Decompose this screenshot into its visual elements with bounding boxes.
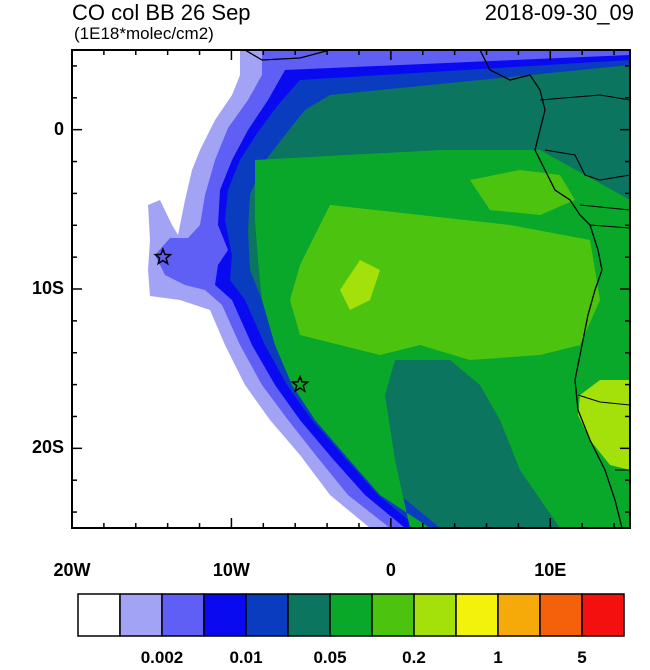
lat-tick-label: 20S [31,437,64,458]
lon-tick-label: 0 [385,560,396,580]
colorbar-swatch [497,593,541,637]
colorbar-swatch [539,593,583,637]
map-markers [153,246,310,393]
colorbar-swatch [161,593,205,637]
co-field [72,50,630,528]
co-band-005-inner [385,360,535,528]
colorbar-label: 0.002 [140,648,184,667]
map-timestamp: 2018-09-30_09 [484,0,634,25]
colorbar-label: 1 [493,648,503,667]
colorbar-label: 0.2 [402,648,426,667]
colorbar-swatch [245,593,289,637]
colorbar-swatch [329,593,373,637]
colorbar-swatch [77,593,121,637]
lon-tick-label: 20W [53,560,91,580]
map-title: CO col BB 26 Sep [72,0,251,25]
co-band-02-b [470,170,575,215]
co-band-02 [290,205,600,360]
colorbar-label: 0.05 [313,648,347,667]
lon-tick-label: 10W [212,560,250,580]
co-band-05-b [340,260,380,310]
colorbar-swatch [413,593,457,637]
colorbar-label: 5 [577,648,587,667]
country-borders [539,94,630,471]
colorbar-swatch [455,593,499,637]
colorbar-label: 0.01 [229,648,263,667]
colorbar-swatch [371,593,415,637]
lat-tick-label: 10S [31,278,64,298]
co-band-05 [578,380,630,470]
colorbar-swatch [203,593,247,637]
map-panel [71,49,631,529]
star-marker-st-helena [290,374,310,393]
map-ticks [71,50,630,528]
map-units: (1E18*molec/cm2) [74,24,214,43]
colorbar-swatch [581,593,625,637]
star-marker-ascension [153,246,173,266]
lon-tick-label: 10E [534,560,567,580]
lat-tick-label: 0 [53,118,64,139]
colorbar-swatch [287,593,331,637]
colorbar [77,593,625,637]
colorbar-swatch [119,593,163,637]
coastline [244,50,623,528]
